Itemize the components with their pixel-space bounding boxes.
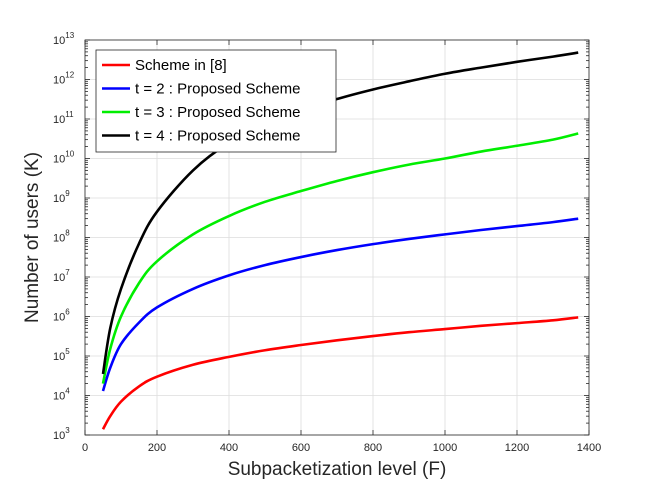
y-tick-label: 107 (53, 268, 70, 284)
y-tick-label: 1010 (53, 150, 75, 166)
series-lines (101, 51, 579, 430)
axis-ticks (84, 39, 590, 436)
legend-entry-2: t = 2 : Proposed Scheme (135, 81, 301, 98)
x-tick-label: 400 (220, 442, 238, 454)
x-tick-labels: 0 200 400 600 800 1000 1200 1400 (82, 442, 601, 454)
series-line-2 (101, 217, 579, 392)
legend-entry-4: t = 4 : Proposed Scheme (135, 128, 301, 145)
y-tick-labels: 103 104 105 106 107 108 109 1010 1011 1012 1013 (53, 31, 75, 442)
legend-box (95, 49, 337, 153)
x-tick-label: 600 (292, 442, 310, 454)
y-tick-label: 1012 (53, 71, 75, 87)
x-tick-label: 800 (364, 442, 382, 454)
x-tick-label: 1400 (577, 442, 601, 454)
y-tick-label: 104 (53, 387, 70, 403)
y-tick-label: 1013 (53, 31, 75, 47)
y-tick-label: 106 (53, 308, 70, 324)
series-line-1 (101, 316, 579, 430)
y-tick-label: 108 (53, 229, 70, 245)
x-tick-label: 1200 (505, 442, 529, 454)
y-tick-label: 103 (53, 426, 70, 442)
y-tick-label: 105 (53, 347, 70, 363)
grid (84, 39, 590, 436)
legend: Scheme in [8] t = 2 : Proposed Scheme t = … (95, 49, 337, 153)
x-axis-label: Subpacketization level (F) (228, 459, 447, 480)
legend-entry-3: t = 3 : Proposed Scheme (135, 104, 301, 121)
x-tick-label: 1000 (433, 442, 457, 454)
x-tick-label: 0 (82, 442, 88, 454)
y-tick-label: 1011 (53, 110, 74, 126)
legend-entry-1: Scheme in [8] (135, 57, 227, 74)
y-tick-label: 109 (53, 189, 70, 205)
series-line-3 (101, 132, 579, 384)
y-axis-label: Number of users (K) (22, 152, 43, 323)
x-tick-label: 200 (148, 442, 166, 454)
